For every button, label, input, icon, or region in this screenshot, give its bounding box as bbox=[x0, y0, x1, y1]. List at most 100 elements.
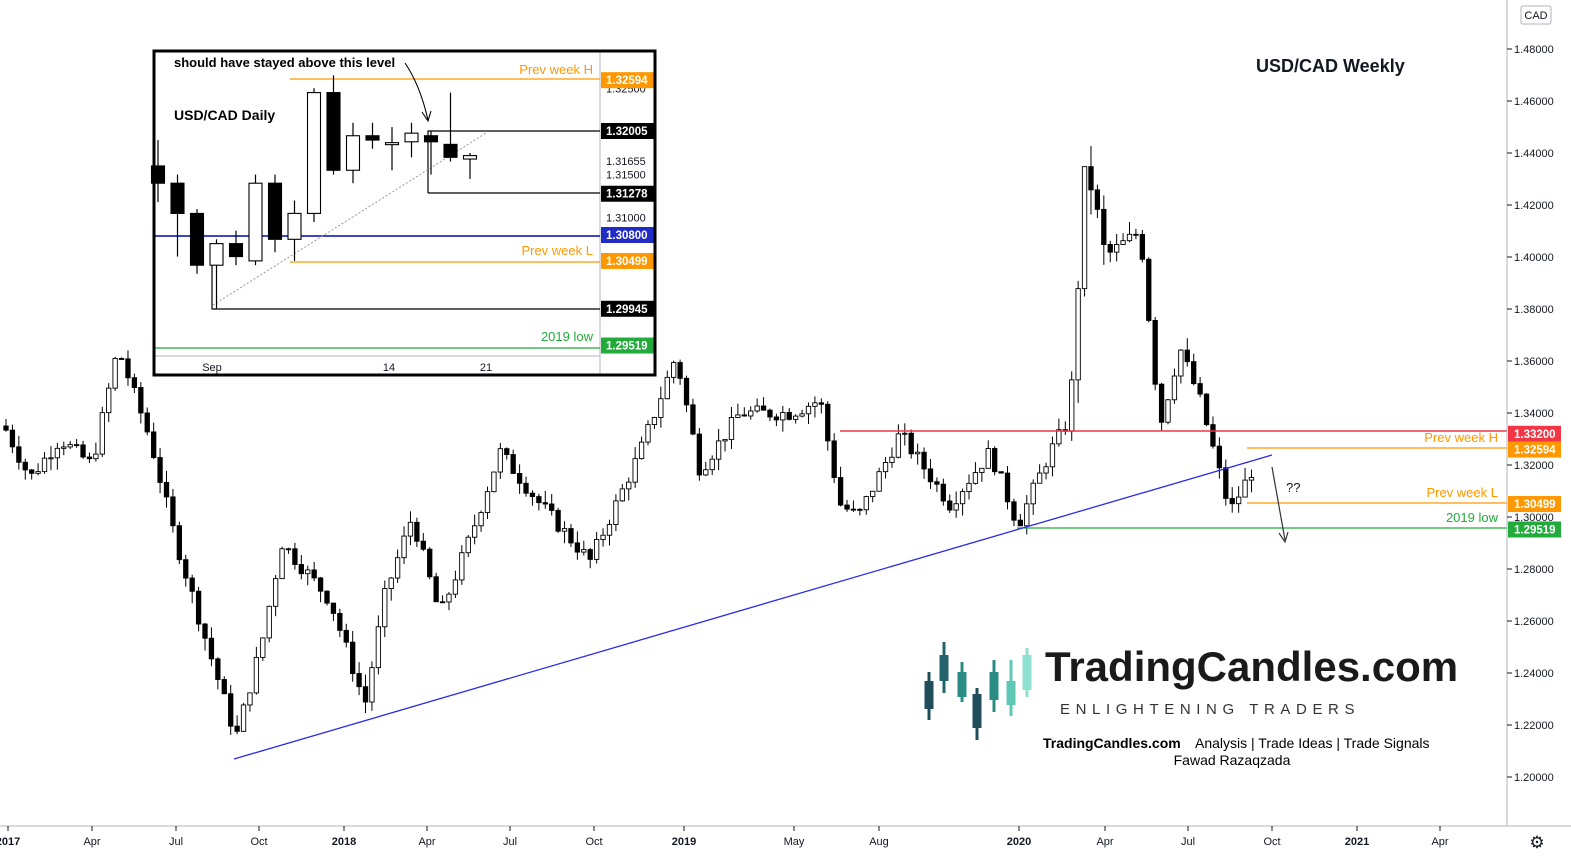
daily-candle-body bbox=[326, 92, 341, 171]
daily-candle-body bbox=[404, 132, 419, 143]
weekly-candle-body bbox=[138, 387, 144, 414]
weekly-candle-body bbox=[151, 431, 157, 459]
weekly-candle-body bbox=[600, 534, 606, 540]
weekly-candle-body bbox=[934, 481, 940, 485]
price-tick-label: 1.22000 bbox=[1514, 720, 1554, 732]
price-tick-label: 1.28000 bbox=[1514, 564, 1554, 576]
daily-candle-body bbox=[423, 135, 439, 143]
weekly-candle-body bbox=[1158, 383, 1165, 423]
weekly-candle-body bbox=[1011, 501, 1017, 521]
weekly-candle-body bbox=[221, 679, 227, 695]
weekly-candle-body bbox=[786, 412, 792, 420]
weekly-candle-body bbox=[1107, 244, 1113, 253]
price-axis[interactable]: 1.48000 1.46000 1.44000 1.42000 1.40000 1.380… bbox=[1507, 44, 1554, 784]
time-tick-label: 2021 bbox=[1345, 836, 1369, 848]
inset-dotted-trendline bbox=[212, 132, 487, 306]
inset-price-tag-box bbox=[601, 72, 654, 89]
inset-price-tick-label: 1.31500 bbox=[606, 170, 646, 182]
brand-logo bbox=[924, 642, 1032, 740]
weekly-chart-title: USD/CAD Weekly bbox=[1256, 56, 1405, 76]
daily-inset-chart: should have stayed above this level USD/… bbox=[150, 49, 657, 377]
price-tick-label: 1.48000 bbox=[1514, 44, 1554, 56]
weekly-candle-body bbox=[266, 605, 272, 639]
weekly-candle-body bbox=[317, 577, 324, 592]
inset-price-tag-box bbox=[601, 185, 654, 202]
weekly-candle-body bbox=[35, 471, 41, 474]
weekly-candle-body bbox=[1210, 424, 1216, 447]
weekly-candle-body bbox=[478, 512, 484, 527]
currency-badge[interactable]: CAD bbox=[1524, 10, 1547, 22]
weekly-candle-body bbox=[420, 540, 426, 550]
time-tick-label: Apr bbox=[83, 836, 100, 848]
weekly-candle-body bbox=[330, 602, 337, 614]
weekly-candle-body bbox=[170, 496, 176, 527]
weekly-candle-body bbox=[760, 405, 767, 411]
weekly-candle-body bbox=[703, 469, 709, 476]
inset-price-tag: 1.32005 bbox=[606, 126, 648, 138]
weekly-candle-body bbox=[748, 410, 754, 417]
weekly-candle-body bbox=[696, 433, 703, 476]
weekly-candle-body bbox=[202, 623, 208, 639]
weekly-candle-body bbox=[208, 637, 215, 660]
weekly-candle-body bbox=[1088, 166, 1094, 191]
inset-price-tag-box bbox=[601, 337, 654, 354]
weekly-candle-body bbox=[523, 482, 529, 494]
weekly-candle-body bbox=[516, 473, 523, 484]
weekly-candle-body bbox=[369, 667, 375, 703]
weekly-candle-body bbox=[882, 462, 889, 473]
weekly-candle-body bbox=[837, 477, 844, 506]
inset-swing-low-bracket bbox=[211, 261, 600, 310]
weekly-candle-body bbox=[73, 444, 80, 447]
weekly-candle-body bbox=[189, 577, 195, 592]
price-tag-box bbox=[1508, 441, 1561, 458]
logo-candle-body bbox=[939, 655, 949, 681]
weekly-candle-body bbox=[715, 440, 722, 460]
logo-candle-body bbox=[989, 672, 999, 700]
weekly-candle-body bbox=[754, 405, 760, 412]
daily-candle-body bbox=[209, 243, 224, 266]
weekly-candle-body bbox=[1094, 189, 1101, 210]
weekly-candle-body bbox=[658, 398, 664, 418]
price-tick-label: 1.44000 bbox=[1514, 148, 1554, 160]
weekly-candle-body bbox=[350, 641, 356, 674]
price-tick-label: 1.20000 bbox=[1514, 772, 1554, 784]
daily-candle-body bbox=[365, 135, 380, 141]
weekly-candle-body bbox=[626, 481, 632, 490]
inset-time-tick-label: 21 bbox=[480, 362, 492, 374]
weekly-candle-body bbox=[1069, 379, 1075, 432]
price-tick-label: 1.34000 bbox=[1514, 408, 1554, 420]
weekly-candle-body bbox=[343, 629, 349, 643]
weekly-candle-body bbox=[632, 458, 638, 483]
weekly-candle-body bbox=[638, 441, 645, 460]
weekly-levels bbox=[233, 430, 1507, 760]
weekly-candle-body bbox=[773, 416, 780, 421]
daily-candle-body bbox=[189, 212, 205, 266]
settings-gear-icon[interactable]: ⚙ bbox=[1529, 833, 1544, 852]
weekly-candle-body bbox=[985, 448, 991, 469]
weekly-candle-body bbox=[125, 358, 131, 379]
weekly-candle-body bbox=[690, 404, 696, 435]
time-axis[interactable]: 2017 Apr Jul Oct 2018 Apr Jul Oct 2019 May Aug 2020… bbox=[0, 826, 1449, 848]
weekly-candle-body bbox=[414, 521, 420, 542]
time-tick-label: Aug bbox=[869, 836, 889, 848]
inset-price-tag: 1.32594 bbox=[606, 75, 648, 87]
footer-site: TradingCandles.com bbox=[1043, 735, 1181, 751]
weekly-candle-body bbox=[356, 673, 362, 688]
weekly-candle-body bbox=[1152, 319, 1158, 385]
weekly-candle-body bbox=[536, 496, 542, 504]
weekly-candle-body bbox=[106, 387, 112, 414]
weekly-candle-body bbox=[722, 439, 728, 442]
weekly-candle-body bbox=[446, 593, 452, 603]
logo-candle-body bbox=[1022, 655, 1032, 690]
inset-price-tag-box bbox=[601, 300, 654, 317]
weekly-candle-body bbox=[1165, 399, 1171, 423]
inset-2019-low-label: 2019 low bbox=[541, 329, 594, 344]
daily-candle-body bbox=[228, 243, 244, 258]
time-tick-label: Apr bbox=[1431, 836, 1448, 848]
weekly-candle-body bbox=[337, 612, 343, 631]
weekly-candle-body bbox=[41, 457, 48, 473]
weekly-candle-body bbox=[902, 432, 908, 435]
weekly-candle-body bbox=[1191, 361, 1197, 385]
